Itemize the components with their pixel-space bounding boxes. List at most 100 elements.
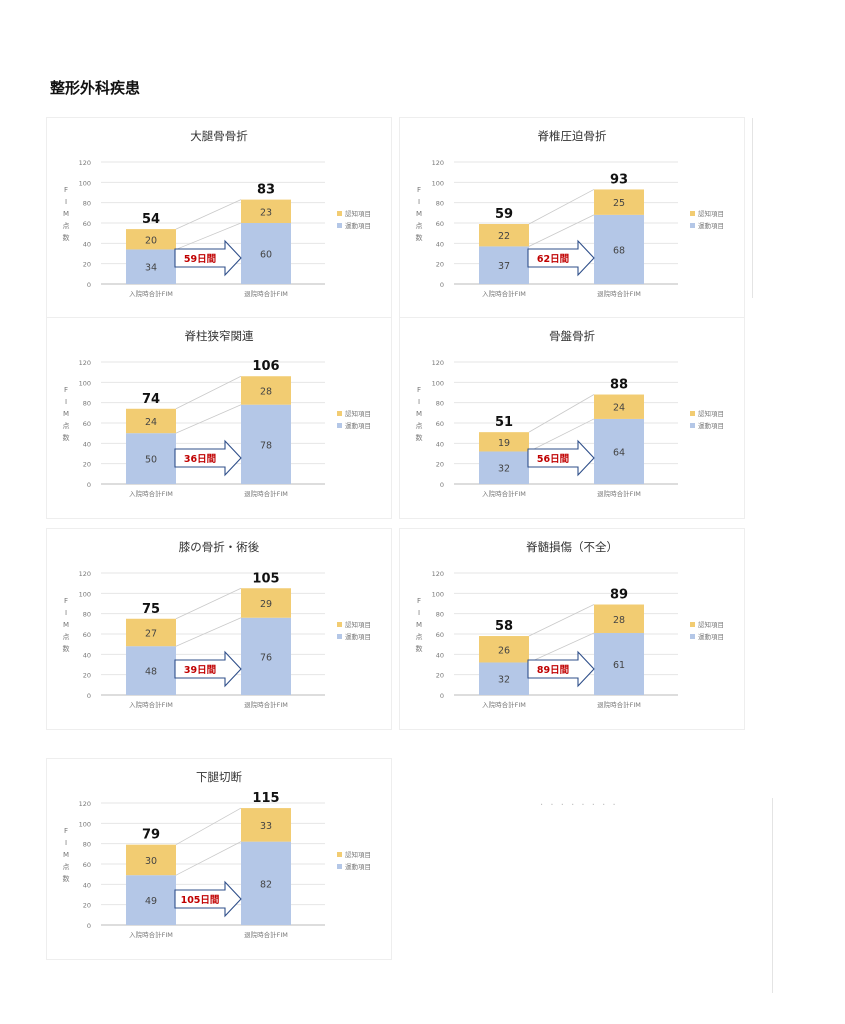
y-tick-label: 80 — [83, 200, 91, 208]
data-label-cognitive: 29 — [260, 599, 272, 610]
y-tick-label: 20 — [436, 261, 444, 269]
chart-title: 脊椎圧迫骨折 — [538, 129, 607, 143]
data-label-motor: 64 — [613, 447, 625, 458]
data-label-total: 54 — [142, 212, 160, 227]
y-tick-label: 120 — [79, 159, 91, 167]
y-axis-label-char: I — [65, 609, 67, 617]
data-label-total: 93 — [610, 172, 628, 187]
data-label-total: 51 — [495, 415, 513, 430]
y-tick-label: 60 — [436, 631, 444, 639]
connector-line — [175, 841, 242, 876]
data-label-total: 79 — [142, 828, 160, 843]
chart-title: 膝の骨折・術後 — [179, 540, 260, 554]
x-tick-label: 退院時合計FIM — [244, 930, 288, 939]
legend-label: 運動項目 — [345, 862, 371, 871]
y-tick-label: 0 — [87, 281, 91, 289]
x-tick-label: 入院時合計FIM — [482, 289, 526, 298]
connector-line — [528, 604, 595, 637]
bar-cognitive — [241, 588, 291, 618]
bar-cognitive — [241, 376, 291, 405]
x-tick-label: 退院時合計FIM — [244, 489, 288, 498]
bar-cognitive — [126, 229, 176, 250]
y-axis-label-char: 点 — [63, 863, 70, 871]
y-tick-label: 40 — [83, 240, 91, 248]
y-tick-label: 20 — [83, 902, 91, 910]
data-label-motor: 32 — [498, 675, 510, 686]
legend-swatch — [337, 211, 342, 216]
data-label-total: 74 — [142, 392, 160, 407]
y-axis-label-char: F — [64, 386, 68, 394]
connector-line — [528, 394, 595, 433]
duration-label: 56日間 — [537, 453, 569, 465]
y-axis-label-char: I — [418, 609, 420, 617]
duration-label: 39日間 — [184, 664, 216, 676]
y-axis-label-char: 数 — [63, 874, 70, 883]
x-tick-label: 入院時合計FIM — [482, 489, 526, 498]
bar-motor — [241, 404, 291, 484]
connector-line — [175, 404, 242, 434]
y-tick-label: 80 — [83, 611, 91, 619]
x-tick-label: 入院時合計FIM — [129, 930, 173, 939]
duration-arrow — [527, 439, 595, 477]
y-tick-label: 60 — [83, 861, 91, 869]
y-axis-label-char: F — [417, 597, 421, 605]
y-axis-label-char: M — [416, 410, 422, 418]
legend-swatch — [337, 223, 342, 228]
duration-label: 62日間 — [537, 253, 569, 265]
bar-motor — [479, 662, 529, 695]
y-axis-label-char: M — [416, 210, 422, 218]
y-tick-label: 20 — [83, 672, 91, 680]
y-tick-label: 80 — [83, 400, 91, 408]
y-axis-label-char: 点 — [416, 222, 423, 230]
duration-label: 36日間 — [184, 453, 216, 465]
data-label-total: 88 — [610, 378, 628, 393]
y-axis-label-char: I — [65, 198, 67, 206]
y-tick-label: 0 — [87, 481, 91, 489]
data-label-total: 59 — [495, 207, 513, 222]
y-tick-label: 120 — [432, 570, 444, 578]
connector-line — [175, 375, 242, 410]
duration-arrow — [527, 650, 595, 688]
data-label-motor: 82 — [260, 879, 272, 890]
faint-mark: · · · · · · · · — [540, 800, 618, 811]
data-label-total: 75 — [142, 602, 160, 617]
data-label-cognitive: 25 — [613, 198, 625, 209]
y-tick-label: 0 — [440, 281, 444, 289]
chart-panel: 大腿骨骨折 0 20 40 60 80 100 120 F I M 点数 34 20 54 入院時合計FIM 6… — [46, 117, 392, 319]
legend-swatch — [690, 223, 695, 228]
bar-cognitive — [126, 844, 176, 876]
y-tick-label: 40 — [83, 651, 91, 659]
bar-cognitive — [479, 224, 529, 247]
data-label-total: 58 — [495, 619, 513, 634]
y-tick-label: 20 — [436, 672, 444, 680]
data-label-motor: 32 — [498, 464, 510, 475]
legend-swatch — [337, 634, 342, 639]
data-label-motor: 49 — [145, 896, 157, 907]
y-axis-label-char: 数 — [416, 644, 423, 653]
legend-label: 認知項目 — [698, 620, 724, 629]
empty-panel-edge — [752, 118, 753, 298]
y-tick-label: 0 — [440, 481, 444, 489]
y-tick-label: 20 — [83, 461, 91, 469]
bar-cognitive — [241, 199, 291, 223]
y-axis-label-char: 数 — [63, 644, 70, 653]
y-axis-label-char: 点 — [416, 422, 423, 430]
duration-arrow — [174, 650, 242, 688]
data-label-cognitive: 26 — [498, 645, 510, 656]
legend-label: 運動項目 — [698, 221, 724, 230]
legend-swatch — [337, 423, 342, 428]
data-label-motor: 61 — [613, 660, 625, 671]
bar-motor — [479, 451, 529, 484]
y-axis-label-char: 点 — [63, 633, 70, 641]
y-axis-label-char: 数 — [63, 433, 70, 442]
chart-title: 下腿切断 — [196, 770, 242, 784]
y-tick-label: 60 — [83, 420, 91, 428]
legend-label: 認知項目 — [345, 209, 371, 218]
y-tick-label: 40 — [83, 881, 91, 889]
chart-panel: 脊椎圧迫骨折 0 20 40 60 80 100 120 F I M 点数 37 22 59 入院時合計FIM… — [399, 117, 745, 319]
chart-title: 脊柱狭窄関連 — [185, 329, 254, 343]
